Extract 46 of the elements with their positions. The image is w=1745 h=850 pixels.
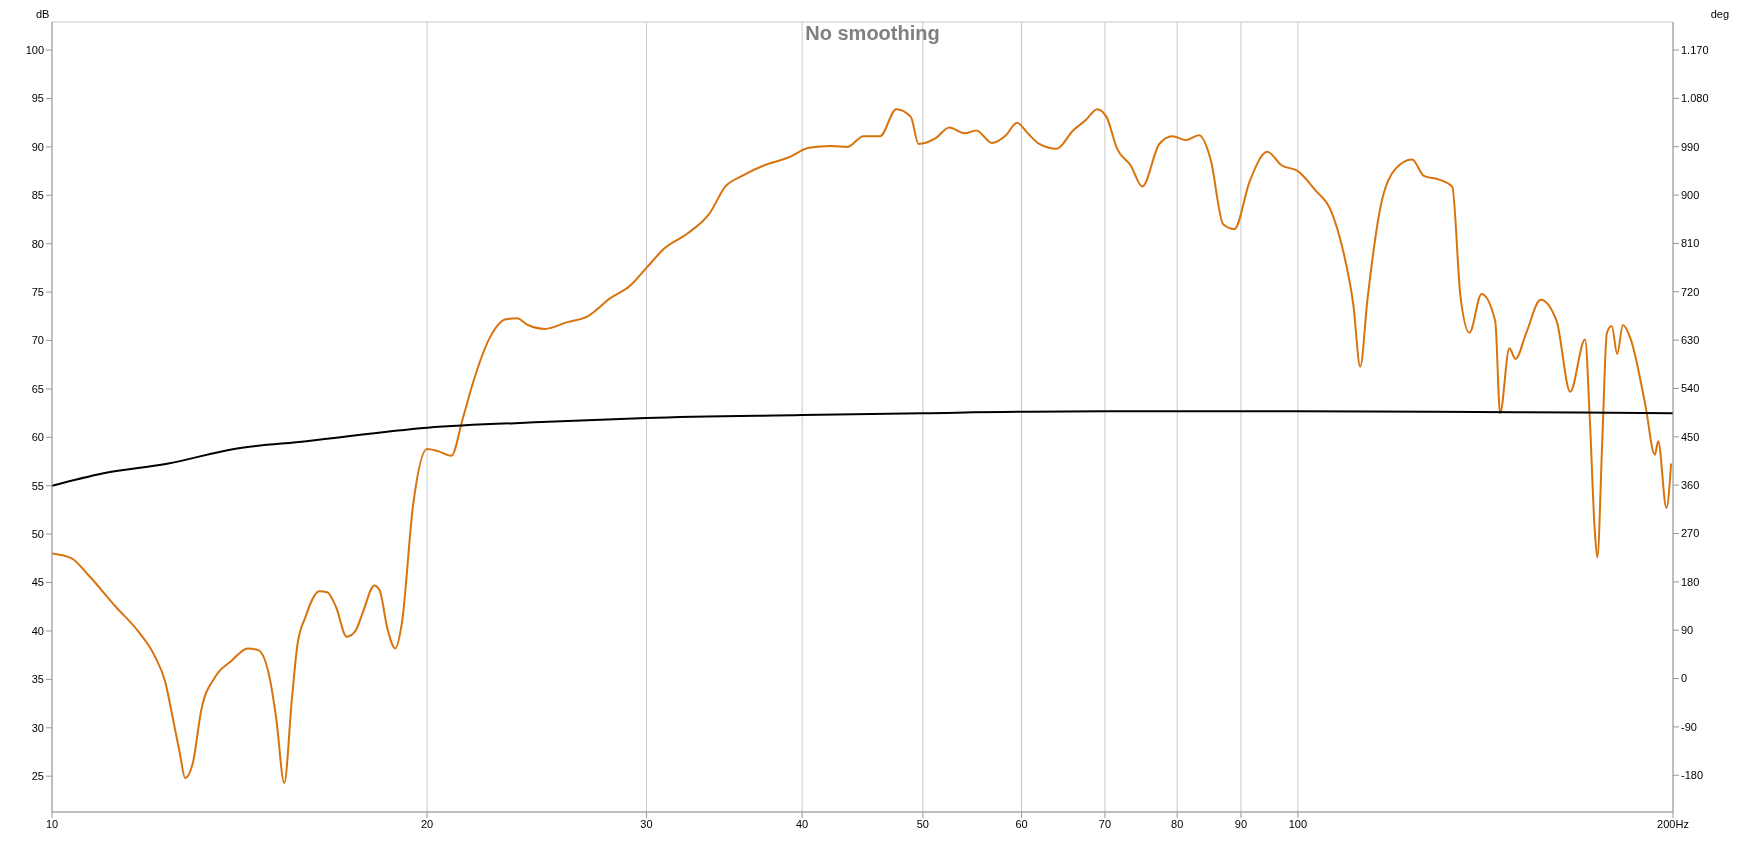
chart-title: No smoothing [804, 22, 941, 45]
y2-tick-label: 270 [1681, 527, 1700, 540]
y-tick-label: 25 [31, 770, 44, 783]
y-tick-label: 95 [31, 92, 44, 105]
x-tick-label: 100 [1288, 817, 1308, 830]
y-tick-label: 30 [31, 721, 44, 734]
x-tick-label: 200Hz [1657, 817, 1689, 830]
y2-tick-label: 810 [1681, 237, 1700, 250]
x-tick-label: 10 [45, 817, 59, 830]
y2-axis-title: deg [1710, 8, 1729, 20]
y2-tick-label: 630 [1681, 334, 1700, 347]
x-tick-label: 20 [420, 817, 434, 830]
x-tick-label: 50 [916, 817, 929, 830]
y2-tick-label: 900 [1681, 188, 1700, 201]
y-tick-label: 75 [31, 286, 44, 299]
y-tick-label: 45 [31, 576, 44, 589]
y-tick-label: 80 [31, 237, 44, 250]
y2-tick-label: 180 [1681, 575, 1700, 588]
y2-tick-label: 720 [1681, 285, 1700, 298]
y2-tick-label: 360 [1681, 479, 1700, 492]
y-tick-label: 70 [31, 334, 44, 347]
y2-tick-label: 90 [1681, 624, 1694, 637]
y-tick-label: 50 [31, 528, 44, 541]
y-tick-label: 55 [31, 479, 44, 492]
y-tick-label: 35 [31, 673, 44, 686]
x-tick-label: 40 [796, 817, 809, 830]
y-tick-label: 40 [31, 624, 44, 637]
y-tick-label: 100 [25, 43, 44, 56]
y2-tick-label: 1.170 [1681, 43, 1709, 56]
x-tick-label: 90 [1234, 817, 1248, 830]
y-tick-label: 85 [31, 189, 44, 202]
y2-tick-label: 0 [1681, 672, 1688, 685]
y-tick-label: 60 [31, 431, 44, 444]
x-tick-label: 70 [1098, 817, 1112, 830]
y2-tick-label: -180 [1681, 769, 1704, 782]
y2-tick-label: 540 [1681, 382, 1700, 395]
y-tick-label: 65 [31, 382, 44, 395]
y2-tick-label: 450 [1681, 430, 1700, 443]
x-tick-label: 80 [1171, 817, 1184, 830]
x-tick-label: 60 [1015, 817, 1028, 830]
y2-tick-label: 1.080 [1681, 92, 1709, 105]
y-tick-label: 90 [31, 140, 44, 153]
x-tick-label: 30 [640, 817, 653, 830]
y-axis-title: dB [36, 8, 50, 20]
y2-tick-label: 990 [1681, 140, 1700, 153]
y2-tick-label: -90 [1681, 720, 1697, 733]
